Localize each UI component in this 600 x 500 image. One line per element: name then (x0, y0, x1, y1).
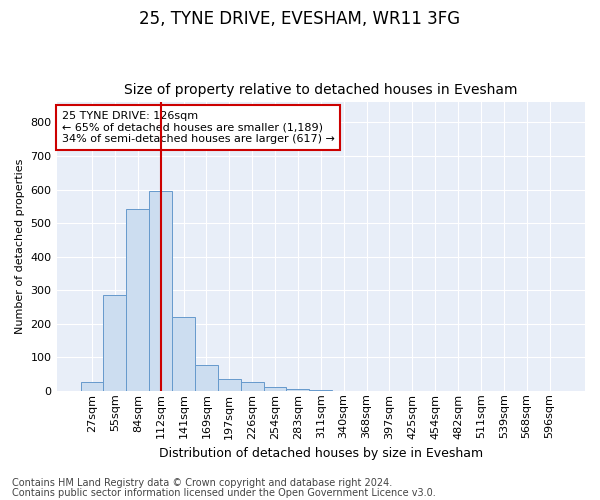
Text: 25, TYNE DRIVE, EVESHAM, WR11 3FG: 25, TYNE DRIVE, EVESHAM, WR11 3FG (139, 10, 461, 28)
Bar (263, 386, 286, 391)
Bar (149, 190, 172, 391)
X-axis label: Distribution of detached houses by size in Evesham: Distribution of detached houses by size … (159, 447, 483, 460)
Title: Size of property relative to detached houses in Evesham: Size of property relative to detached ho… (124, 83, 518, 97)
Text: Contains public sector information licensed under the Open Government Licence v3: Contains public sector information licen… (12, 488, 436, 498)
Bar (218, 379, 241, 391)
Y-axis label: Number of detached properties: Number of detached properties (15, 159, 25, 334)
Bar (241, 382, 263, 391)
Bar (127, 208, 149, 391)
Bar (310, 390, 332, 391)
Bar (80, 382, 103, 391)
Text: Contains HM Land Registry data © Crown copyright and database right 2024.: Contains HM Land Registry data © Crown c… (12, 478, 392, 488)
Text: 25 TYNE DRIVE: 126sqm
← 65% of detached houses are smaller (1,189)
34% of semi-d: 25 TYNE DRIVE: 126sqm ← 65% of detached … (62, 111, 335, 144)
Bar (286, 389, 310, 391)
Bar (172, 317, 195, 391)
Bar (195, 364, 218, 391)
Bar (103, 295, 127, 391)
